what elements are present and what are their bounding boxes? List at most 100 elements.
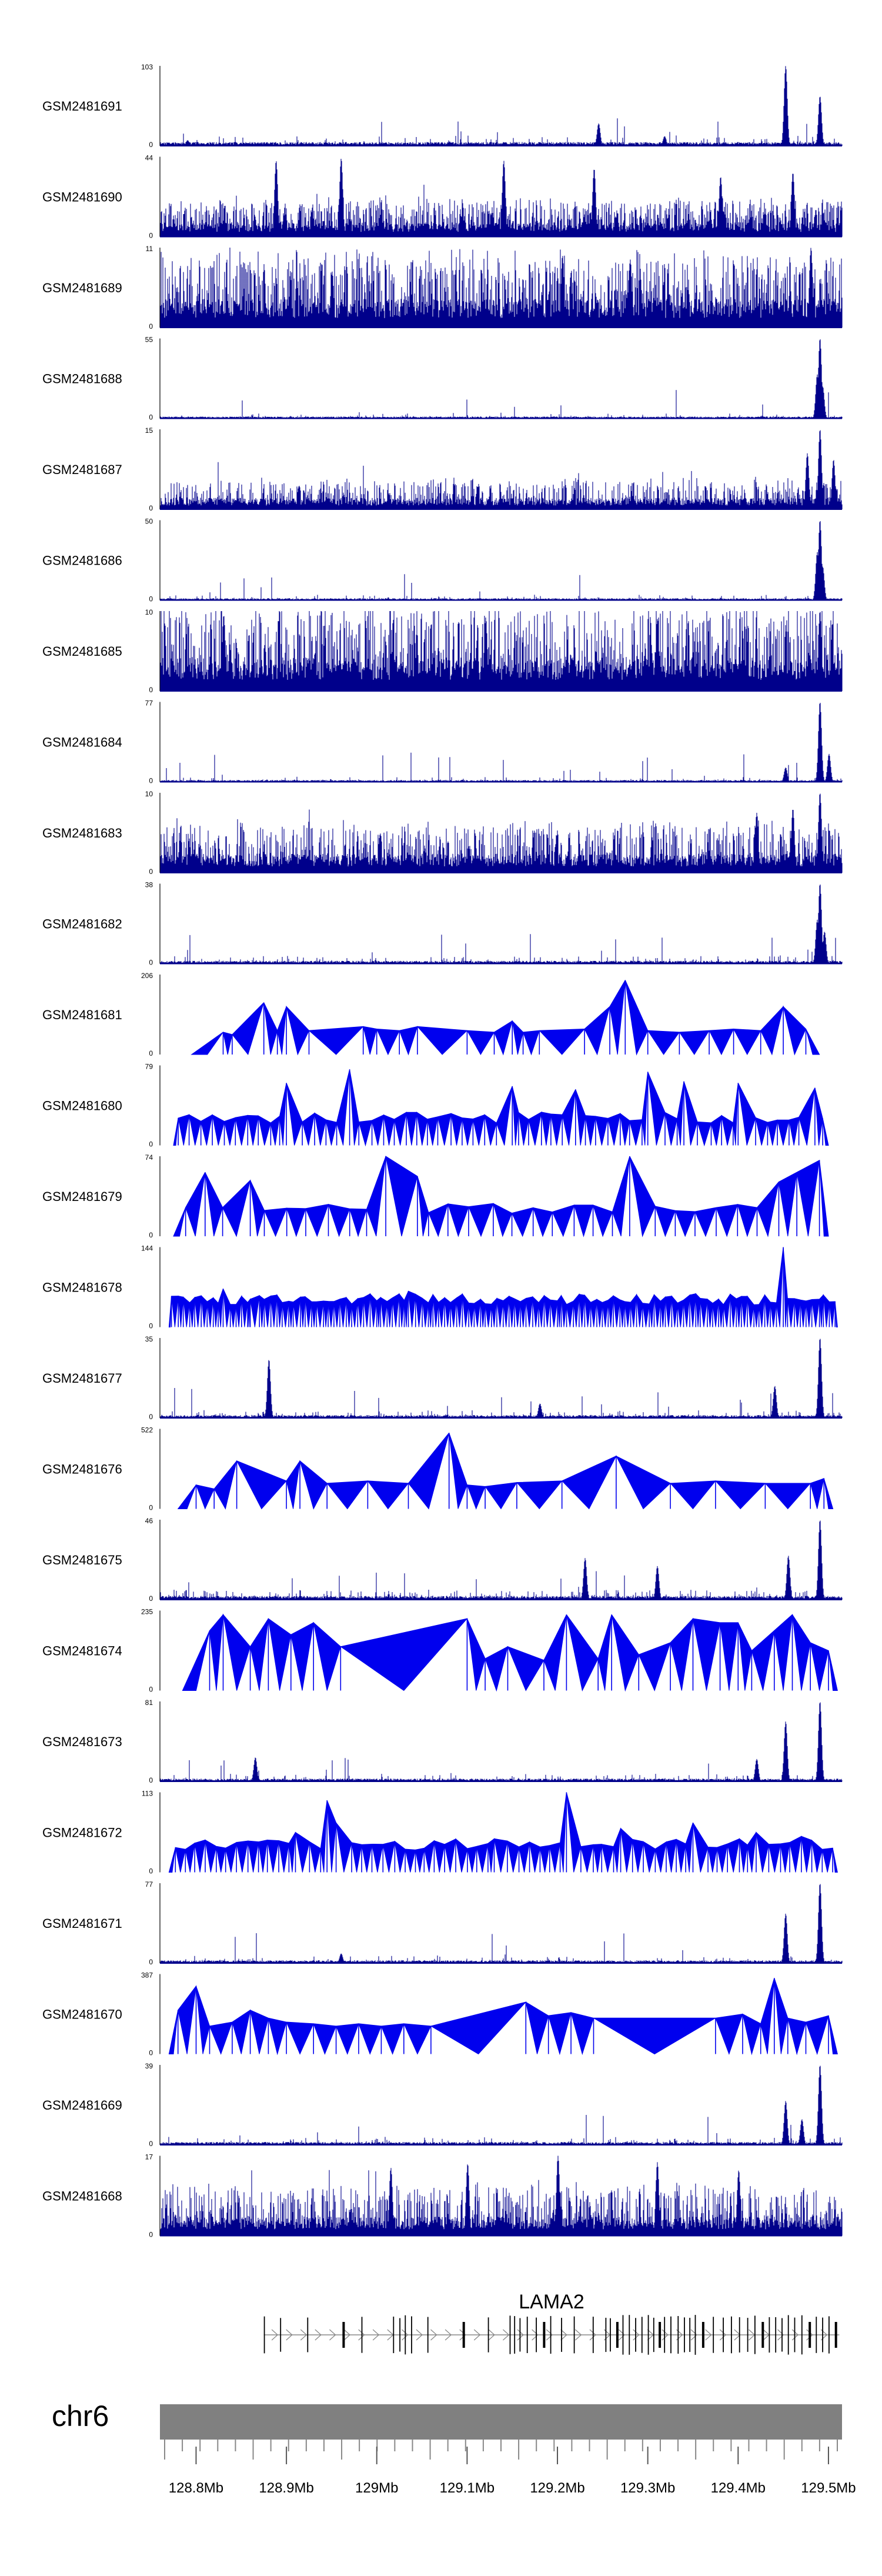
y-max-label: 77 — [145, 699, 153, 708]
strand-arrow — [286, 2329, 293, 2341]
exon — [280, 2318, 282, 2352]
strand-arrow — [329, 2329, 336, 2341]
y-max-label: 17 — [145, 2153, 153, 2161]
y-min-label: 0 — [149, 867, 153, 876]
strand-arrow — [300, 2329, 308, 2341]
exon — [635, 2318, 636, 2352]
track-label: GSM2481677 — [42, 1371, 122, 1386]
y-min-label: 0 — [149, 1504, 153, 1512]
track-GSM2481691: GSM2481691 103 0 — [42, 63, 843, 149]
strand-arrow — [662, 2329, 669, 2341]
exon — [828, 2316, 830, 2354]
signal-bars — [160, 1339, 843, 1418]
track-label: GSM2481675 — [42, 1553, 122, 1567]
y-min-label: 0 — [149, 959, 153, 967]
signal-bars — [160, 159, 843, 237]
signal-area — [173, 1155, 829, 1237]
y-min-label: 0 — [149, 413, 153, 422]
exon — [787, 2315, 789, 2355]
exon — [307, 2317, 309, 2353]
strand-arrow — [777, 2329, 784, 2341]
signal-area — [168, 1978, 838, 2056]
strand-arrow — [430, 2329, 437, 2341]
exon — [610, 2318, 611, 2352]
strand-arrow — [517, 2329, 524, 2341]
track-GSM2481682: GSM2481682 38 0 — [42, 881, 843, 967]
signal-area — [177, 1432, 834, 1510]
track-GSM2481684: GSM2481684 77 0 — [42, 699, 843, 785]
y-max-label: 50 — [145, 518, 153, 526]
exon — [834, 2322, 837, 2348]
y-min-label: 0 — [149, 141, 153, 149]
y-min-label: 0 — [149, 322, 153, 331]
y-min-label: 0 — [149, 232, 153, 240]
axis-tick-label: 129.3Mb — [620, 2480, 675, 2496]
signal-bars — [160, 66, 843, 146]
strand-arrow — [401, 2329, 409, 2341]
track-GSM2481676: GSM2481676 522 0 — [42, 1426, 834, 1512]
track-label: GSM2481676 — [42, 1462, 122, 1477]
y-min-label: 0 — [149, 1140, 153, 1149]
track-label: GSM2481688 — [42, 372, 122, 386]
track-GSM2481677: GSM2481677 35 0 — [42, 1335, 843, 1421]
y-max-label: 113 — [142, 1790, 153, 1798]
exon — [427, 2317, 429, 2353]
strand-arrow — [690, 2329, 698, 2341]
exon — [641, 2317, 643, 2353]
track-GSM2481690: GSM2481690 44 0 — [42, 154, 843, 240]
track-GSM2481686: GSM2481686 50 0 — [42, 518, 843, 603]
track-GSM2481688: GSM2481688 55 0 — [42, 336, 843, 422]
y-max-label: 79 — [145, 1063, 153, 1071]
signal-bars — [160, 1702, 843, 1781]
strand-arrow — [734, 2329, 741, 2341]
axis-tick-label: 129Mb — [355, 2480, 398, 2496]
strand-arrow — [372, 2329, 380, 2341]
y-min-label: 0 — [149, 2049, 153, 2057]
track-GSM2481670: GSM2481670 387 0 — [42, 1971, 838, 2057]
track-label: GSM2481690 — [42, 190, 122, 205]
y-max-label: 144 — [141, 1244, 153, 1253]
y-min-label: 0 — [149, 1231, 153, 1239]
gene-track: LAMA2 — [263, 2291, 840, 2355]
signal-bars — [160, 2066, 843, 2145]
exon — [550, 2315, 552, 2354]
exon — [616, 2322, 619, 2348]
y-min-label: 0 — [149, 686, 153, 694]
signal-bars — [160, 885, 843, 964]
signal-area — [191, 980, 820, 1056]
strand-arrow — [503, 2329, 510, 2341]
y-max-label: 103 — [141, 63, 153, 71]
y-min-label: 0 — [149, 1594, 153, 1603]
signal-bars — [160, 1520, 843, 1600]
strand-arrow — [445, 2329, 452, 2341]
chromosome-ideogram: chr6 — [52, 2400, 842, 2460]
strand-arrow — [806, 2329, 813, 2341]
strand-arrow — [532, 2329, 539, 2341]
track-label: GSM2481671 — [42, 1916, 122, 1931]
y-min-label: 0 — [149, 595, 153, 603]
exon — [689, 2317, 691, 2353]
exon — [592, 2317, 594, 2353]
y-max-label: 35 — [145, 1335, 153, 1343]
track-GSM2481672: GSM2481672 113 0 — [42, 1790, 838, 1876]
y-min-label: 0 — [149, 1958, 153, 1966]
y-max-label: 11 — [146, 245, 153, 253]
exon — [263, 2316, 265, 2354]
signal-bars — [160, 703, 843, 782]
exon — [536, 2317, 537, 2353]
strand-arrow — [719, 2329, 727, 2341]
track-label: GSM2481689 — [42, 281, 122, 295]
strand-arrow — [791, 2329, 799, 2341]
exon — [659, 2322, 662, 2348]
strand-arrow — [473, 2329, 481, 2341]
signal-bars — [160, 339, 843, 419]
exon — [816, 2317, 817, 2353]
gene-label: LAMA2 — [519, 2291, 584, 2313]
track-label: GSM2481680 — [42, 1099, 122, 1113]
track-label: GSM2481681 — [42, 1007, 122, 1022]
exon — [769, 2317, 770, 2353]
exon — [801, 2315, 803, 2355]
exon — [822, 2317, 823, 2353]
exon — [342, 2322, 345, 2348]
axis-tick-label: 129.5Mb — [801, 2480, 856, 2496]
